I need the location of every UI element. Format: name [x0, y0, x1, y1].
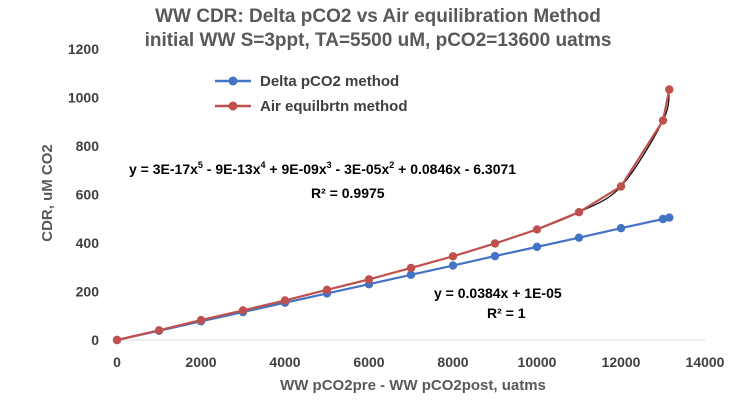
y-axis-ticks: 0 200 400 600 800 1000 1200: [68, 41, 99, 348]
trendlines: [116, 89, 670, 341]
y-tick-label: 0: [91, 332, 99, 348]
x-axis-title: WW pCO2pre - WW pCO2post, uatms: [280, 377, 546, 394]
data-point-delta: [490, 251, 500, 261]
x-tick-label: 12000: [602, 354, 641, 370]
linear-fit-r2: R² = 1: [487, 305, 526, 321]
x-tick-label: 8000: [437, 354, 468, 370]
x-tick-label: 6000: [353, 354, 384, 370]
data-point-air: [280, 296, 290, 305]
y-tick-label: 800: [76, 138, 100, 154]
series-line-air: [116, 89, 671, 342]
data-point-air: [364, 275, 374, 284]
x-tick-label: 0: [113, 354, 121, 370]
y-tick-label: 600: [76, 187, 100, 203]
linear-fit-equation: y = 0.0384x + 1E-05: [434, 285, 562, 301]
y-tick-label: 1000: [68, 90, 99, 106]
data-point-air: [196, 315, 206, 325]
x-tick-label: 10000: [518, 354, 557, 370]
x-axis-ticks: 0 2000 4000 6000 8000 10000 12000 14000: [113, 354, 725, 370]
legend-marker-air-dot: [228, 101, 238, 111]
x-tick-label: 14000: [686, 354, 725, 370]
data-point-delta: [658, 214, 668, 224]
data-point-air: [238, 306, 248, 315]
data-point-air: [532, 225, 542, 234]
data-point-delta: [448, 261, 458, 270]
data-point-air: [112, 335, 122, 345]
legend-label-air: Air equilbrtn method: [260, 98, 408, 115]
data-point-delta: [532, 242, 542, 252]
data-point-air: [616, 182, 626, 191]
data-point-air: [448, 252, 458, 261]
data-point-air: [406, 263, 416, 273]
y-tick-label: 200: [76, 284, 100, 300]
data-point-air: [490, 239, 500, 248]
legend-marker-delta-dot: [228, 76, 238, 86]
data-point-delta: [616, 224, 626, 233]
legend: Delta pCO2 method Air equilbrtn method: [215, 73, 408, 115]
chart-subtitle: initial WW S=3ppt, TA=5500 uM, pCO2=1360…: [145, 30, 612, 51]
trendline-polynomial: [116, 89, 670, 341]
data-point-air: [154, 326, 164, 335]
data-point-delta: [406, 270, 416, 279]
data-point-air: [322, 285, 332, 295]
x-tick-label: 2000: [185, 354, 216, 370]
plot-area: [112, 85, 674, 345]
y-tick-label: 400: [76, 235, 100, 251]
y-axis-title: CDR, uM CO2: [39, 144, 56, 242]
y-tick-label: 1200: [68, 41, 99, 57]
data-point-delta: [665, 213, 674, 222]
chart-title: WW CDR: Delta pCO2 vs Air equilibration …: [155, 6, 601, 27]
data-point-air: [574, 208, 584, 217]
data-point-delta: [574, 233, 584, 242]
legend-label-delta: Delta pCO2 method: [260, 73, 399, 90]
data-point-air: [665, 85, 674, 94]
x-tick-label: 4000: [269, 354, 300, 370]
poly-fit-equation: y = 3E-17x5 - 9E-13x4 + 9E-09x3 - 3E-05x…: [129, 160, 516, 177]
data-point-air: [658, 116, 668, 125]
poly-fit-r2: R² = 0.9975: [311, 185, 385, 201]
